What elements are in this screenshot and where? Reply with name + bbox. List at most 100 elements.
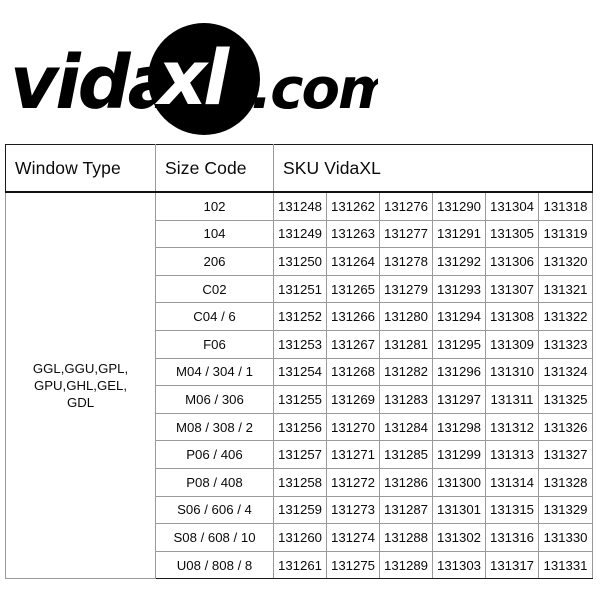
sku-cell: 131269 bbox=[326, 385, 380, 414]
sku-cell: 131320 bbox=[537, 247, 594, 276]
sku-cell: 131312 bbox=[485, 412, 539, 442]
sku-cell: 131318 bbox=[537, 191, 594, 221]
sku-cell: 131331 bbox=[537, 550, 594, 580]
sku-reference-table: Window Type Size Code SKU VidaXL GGL,GGU… bbox=[5, 144, 594, 580]
sku-cell: 131267 bbox=[326, 329, 380, 359]
sku-cell: 131272 bbox=[326, 467, 380, 497]
sku-cell: 131279 bbox=[379, 274, 433, 304]
size-code-cell: P08 / 408 bbox=[155, 467, 274, 497]
sku-cell: 131309 bbox=[485, 329, 539, 359]
sku-cell: 131310 bbox=[485, 357, 539, 387]
sku-cell: 131296 bbox=[432, 357, 486, 387]
header-window-type: Window Type bbox=[5, 144, 156, 193]
sku-cell: 131286 bbox=[379, 467, 433, 497]
logo-circle-icon bbox=[148, 23, 260, 135]
sku-cell: 131308 bbox=[485, 302, 539, 331]
sku-cell: 131313 bbox=[485, 440, 539, 469]
size-code-cell: 104 bbox=[155, 219, 274, 249]
size-code-cell: U08 / 808 / 8 bbox=[155, 550, 274, 580]
size-code-cell: F06 bbox=[155, 329, 274, 359]
sku-cell: 131268 bbox=[326, 357, 380, 387]
sku-cell: 131298 bbox=[432, 412, 486, 442]
sku-cell: 131316 bbox=[485, 523, 539, 552]
sku-cell: 131291 bbox=[432, 219, 486, 249]
size-code-cell: C02 bbox=[155, 274, 274, 304]
sku-cell: 131321 bbox=[537, 274, 594, 304]
sku-cell: 131252 bbox=[273, 302, 327, 331]
sku-table-container: Window Type Size Code SKU VidaXL GGL,GGU… bbox=[5, 144, 594, 580]
table-row: U08 / 808 / 8 131261 131275 131289 131303 131… bbox=[6, 550, 594, 580]
sku-cell: 131249 bbox=[273, 219, 327, 249]
sku-cell: 131326 bbox=[537, 412, 594, 442]
window-type-line: GPU,GHL,GEL, bbox=[33, 377, 128, 393]
sku-cell: 131324 bbox=[537, 357, 594, 387]
table-row: GGL,GGU,GPL, GPU,GHL,GEL, GDL 102 131248 1312… bbox=[5, 191, 594, 580]
table-body: GGL,GGU,GPL, GPU,GHL,GEL, GDL 102 131248 1312… bbox=[5, 191, 594, 580]
sku-cell: 131327 bbox=[537, 440, 594, 469]
sku-cell: 131317 bbox=[485, 550, 539, 580]
sku-cell: 131270 bbox=[326, 412, 380, 442]
table-row: C02 131251 131265 131279 131293 131307 131321 bbox=[6, 274, 594, 304]
sku-cell: 131322 bbox=[537, 302, 594, 331]
table-row: M06 / 306 131255 131269 131283 131297 131311 1… bbox=[6, 385, 594, 414]
sku-cell: 131287 bbox=[379, 495, 433, 525]
sku-cell: 131329 bbox=[537, 495, 594, 525]
size-code-cell: M04 / 304 / 1 bbox=[155, 357, 274, 387]
table-row: P06 / 406 131257 131271 131285 131299 131313 1… bbox=[6, 440, 594, 469]
sku-cell: 131262 bbox=[326, 191, 380, 221]
sku-cell: 131282 bbox=[379, 357, 433, 387]
size-code-cell: C04 / 6 bbox=[155, 302, 274, 331]
sku-cell: 131294 bbox=[432, 302, 486, 331]
size-code-cell: M08 / 308 / 2 bbox=[155, 412, 274, 442]
sku-cell: 131254 bbox=[273, 357, 327, 387]
sku-cell: 131274 bbox=[326, 523, 380, 552]
sku-cell: 131289 bbox=[379, 550, 433, 580]
sku-cell: 131280 bbox=[379, 302, 433, 331]
window-type-cell: GGL,GGU,GPL, GPU,GHL,GEL, GDL bbox=[5, 191, 156, 580]
table-row: S06 / 606 / 4 131259 131273 131287 131301 131… bbox=[6, 495, 594, 525]
sku-cell: 131257 bbox=[273, 440, 327, 469]
logo-area: vida xl .com bbox=[0, 0, 600, 143]
sku-cell: 131266 bbox=[326, 302, 380, 331]
sku-cell: 131301 bbox=[432, 495, 486, 525]
size-code-cell: S06 / 606 / 4 bbox=[155, 495, 274, 525]
sku-cell: 131284 bbox=[379, 412, 433, 442]
table-row: P08 / 408 131258 131272 131286 131300 131314 1… bbox=[6, 467, 594, 497]
sku-cell: 131276 bbox=[379, 191, 433, 221]
table-header-row: Window Type Size Code SKU VidaXL bbox=[5, 144, 594, 193]
sku-cell: 131281 bbox=[379, 329, 433, 359]
sku-cell: 131293 bbox=[432, 274, 486, 304]
header-sku-vidaxl: SKU VidaXL bbox=[272, 144, 594, 193]
sku-cell: 131295 bbox=[432, 329, 486, 359]
sku-cell: 131263 bbox=[326, 219, 380, 249]
sku-cell: 131277 bbox=[379, 219, 433, 249]
sku-cell: 131305 bbox=[485, 219, 539, 249]
sku-cell: 131259 bbox=[273, 495, 327, 525]
table-row: 104 131249 131263 131277 131291 131305 131319 bbox=[6, 219, 594, 249]
sku-cell: 131264 bbox=[326, 247, 380, 276]
sku-cell: 131306 bbox=[485, 247, 539, 276]
sku-cell: 131261 bbox=[273, 550, 327, 580]
table-row: C04 / 6 131252 131266 131280 131294 131308 131… bbox=[6, 302, 594, 331]
sku-cell: 131297 bbox=[432, 385, 486, 414]
sku-cell: 131292 bbox=[432, 247, 486, 276]
sku-cell: 131300 bbox=[432, 467, 486, 497]
sku-cell: 131253 bbox=[273, 329, 327, 359]
table-row: M08 / 308 / 2 131256 131270 131284 131298 131… bbox=[6, 412, 594, 442]
sku-cell: 131251 bbox=[273, 274, 327, 304]
sku-cell: 131314 bbox=[485, 467, 539, 497]
window-type-line: GGL,GGU,GPL, bbox=[32, 360, 129, 376]
sku-cell: 131260 bbox=[273, 523, 327, 552]
sku-cell: 131290 bbox=[432, 191, 486, 221]
sku-cell: 131330 bbox=[537, 523, 594, 552]
sku-cell: 131315 bbox=[485, 495, 539, 525]
sku-cell: 131273 bbox=[326, 495, 380, 525]
sku-cell: 131278 bbox=[379, 247, 433, 276]
logo-text-vida: vida bbox=[10, 40, 175, 126]
sku-cell: 131307 bbox=[485, 274, 539, 304]
sku-cell: 131303 bbox=[432, 550, 486, 580]
sku-cell: 131265 bbox=[326, 274, 380, 304]
size-code-cell: 102 bbox=[155, 191, 274, 221]
sku-cell: 131311 bbox=[485, 385, 539, 414]
sku-cell: 131258 bbox=[273, 467, 327, 497]
